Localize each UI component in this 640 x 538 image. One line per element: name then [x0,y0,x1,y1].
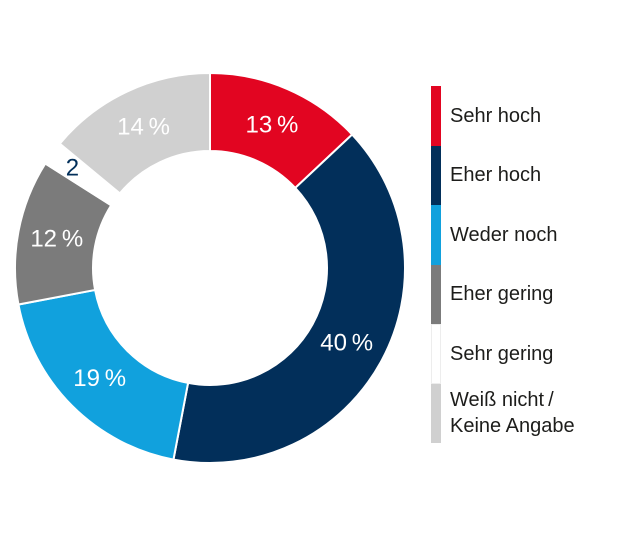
legend-item-label: Sehr hoch [450,104,542,127]
legend-item-wei-nicht: Weiß nicht / Keine Angabe [431,383,575,443]
legend-swatch [431,86,441,146]
donut-segment-eher-hoch [172,133,406,464]
donut-segment-weder-noch [17,288,190,461]
donut-segment-label-weder-noch: 19 % [73,365,126,392]
legend-swatch [431,383,441,443]
donut-chart: 13 % 40 % 19 % 12 % 2 14 % [14,71,406,464]
legend: Sehr hoch Eher hoch Weder noch Eher gering S… [431,86,575,443]
donut-segment-label-eher-gering: 12 % [30,225,83,252]
legend-swatch [431,205,441,265]
legend-item-label: Weiß nicht / Keine Angabe [450,389,575,438]
legend-swatch [431,145,441,205]
legend-swatch [431,324,441,384]
donut-segment-label-sehr-gering: 2 [66,155,79,182]
donut-segment-label-wei-nicht-keine-angabe: 14 % [117,113,170,140]
legend-item-eher-gering: Eher gering [431,264,575,324]
legend-item-label: Eher gering [450,283,554,306]
legend-item-label: Weder noch [450,223,558,246]
donut-segment-wei-nicht-keine-angabe [58,71,211,195]
legend-item-label: Sehr gering [450,342,554,365]
legend-item-label: Eher hoch [450,164,542,187]
legend-item-sehr-gering: Sehr gering [431,324,575,384]
legend-item-sehr-hoch: Sehr hoch [431,86,575,146]
legend-item-weder-noch: Weder noch [431,205,575,265]
legend-swatch [431,264,441,324]
legend-item-eher-hoch: Eher hoch [431,145,575,205]
donut-segment-label-sehr-hoch: 13 % [246,111,299,138]
donut-chart-svg: 13 % 40 % 19 % 12 % 2 14 % [14,71,406,464]
donut-segment-label-eher-hoch: 40 % [320,330,373,357]
